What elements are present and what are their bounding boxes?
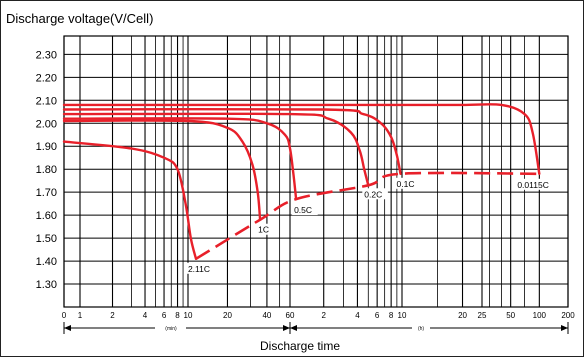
- x-tick-label: 25: [478, 311, 487, 320]
- x-tick-label: 2: [321, 311, 326, 320]
- discharge-curves: [62, 103, 541, 260]
- min-arrow-right-head: [283, 325, 290, 331]
- x-tick-label: 100: [533, 311, 547, 320]
- curve-0.5C: [62, 117, 298, 201]
- curve-0.1C: [62, 107, 402, 175]
- y-tick-label: 1.50: [36, 233, 57, 245]
- x-tick-label: 50: [506, 311, 515, 320]
- x-tick-label: 6: [162, 311, 167, 320]
- min-arrow-left-head: [64, 325, 71, 331]
- x-tick-label: 6: [375, 311, 380, 320]
- x-tick-label: 4: [355, 311, 360, 320]
- y-tick-label: 1.40: [36, 256, 57, 268]
- series-label-2.11C: 2.11C: [188, 264, 210, 274]
- curve-0.2C: [62, 112, 370, 187]
- series-label-bg: [394, 177, 421, 189]
- chart-title: Discharge voltage(V/Cell): [6, 11, 153, 26]
- unit-h-label: (h): [418, 326, 424, 332]
- x-tick-label: 1: [78, 311, 83, 320]
- curve-2.11C: [62, 140, 198, 260]
- series-label-bg: [292, 204, 318, 216]
- series-labels: 2.11C 1C 0.5C 0.2C 0.1C 0.0115C: [185, 177, 558, 274]
- y-tick-label: 1.80: [36, 164, 57, 176]
- grid-horizontal: [64, 53, 568, 285]
- series-label-bg: [185, 262, 217, 274]
- x-tick-label: 10: [398, 311, 407, 320]
- x-axis-arrows: [63, 322, 569, 334]
- series-label-bg: [515, 178, 558, 190]
- cutoff-line: [195, 171, 540, 260]
- y-tick-label: 1.90: [36, 141, 57, 153]
- y-tick-label: 2.20: [36, 72, 57, 84]
- plot-area: [63, 35, 569, 308]
- x-tick-label: 20: [223, 311, 232, 320]
- cutoff-curve: [195, 171, 540, 260]
- x-tick-label: 10: [184, 311, 193, 320]
- y-tick-label: 1.70: [36, 187, 57, 199]
- curve-1C: [62, 119, 262, 221]
- series-label-bg: [256, 223, 271, 235]
- x-tick-label: 40: [262, 311, 271, 320]
- y-tick-label: 1.60: [36, 210, 57, 222]
- curve-0.0115C: [62, 103, 541, 175]
- x-tick-label: 60: [286, 311, 295, 320]
- grid-vertical: [63, 36, 569, 307]
- unit-min-label: (min): [165, 326, 177, 332]
- h-arrow-left-head: [290, 325, 297, 331]
- y-tick-label: 1.30: [36, 279, 57, 291]
- series-label-0.5C: 0.5C: [294, 205, 312, 215]
- series-label-0.2C: 0.2C: [364, 189, 382, 199]
- y-tick-label: 2.30: [36, 49, 57, 61]
- y-tick-label: 2.00: [36, 118, 57, 130]
- x-axis-label: Discharge time: [260, 339, 340, 353]
- x-tick-label: 20: [458, 311, 467, 320]
- series-label-bg: [362, 188, 388, 200]
- x-tick-label: 200: [561, 311, 575, 320]
- series-label-0.1C: 0.1C: [397, 179, 415, 189]
- x-tick-label: 4: [143, 311, 148, 320]
- series-label-1C: 1C: [258, 225, 269, 235]
- y-tick-label: 2.10: [36, 95, 57, 107]
- series-label-0.0115C: 0.0115C: [517, 180, 549, 190]
- x-tick-label: 8: [389, 311, 394, 320]
- x-tick-labels: 0 1 2 4 6 8 10 20 40 60 2 4 6 8 10 20 25 50 100 200: [62, 311, 575, 320]
- x-tick-label: 0: [62, 311, 67, 320]
- x-tick-label: 8: [175, 311, 180, 320]
- x-tick-label: 2: [110, 311, 115, 320]
- y-tick-labels: 2.30 2.20 2.10 2.00 1.90 1.80 1.70 1.60 1.50 1.40…: [36, 49, 57, 291]
- h-arrow-right-head: [561, 325, 568, 331]
